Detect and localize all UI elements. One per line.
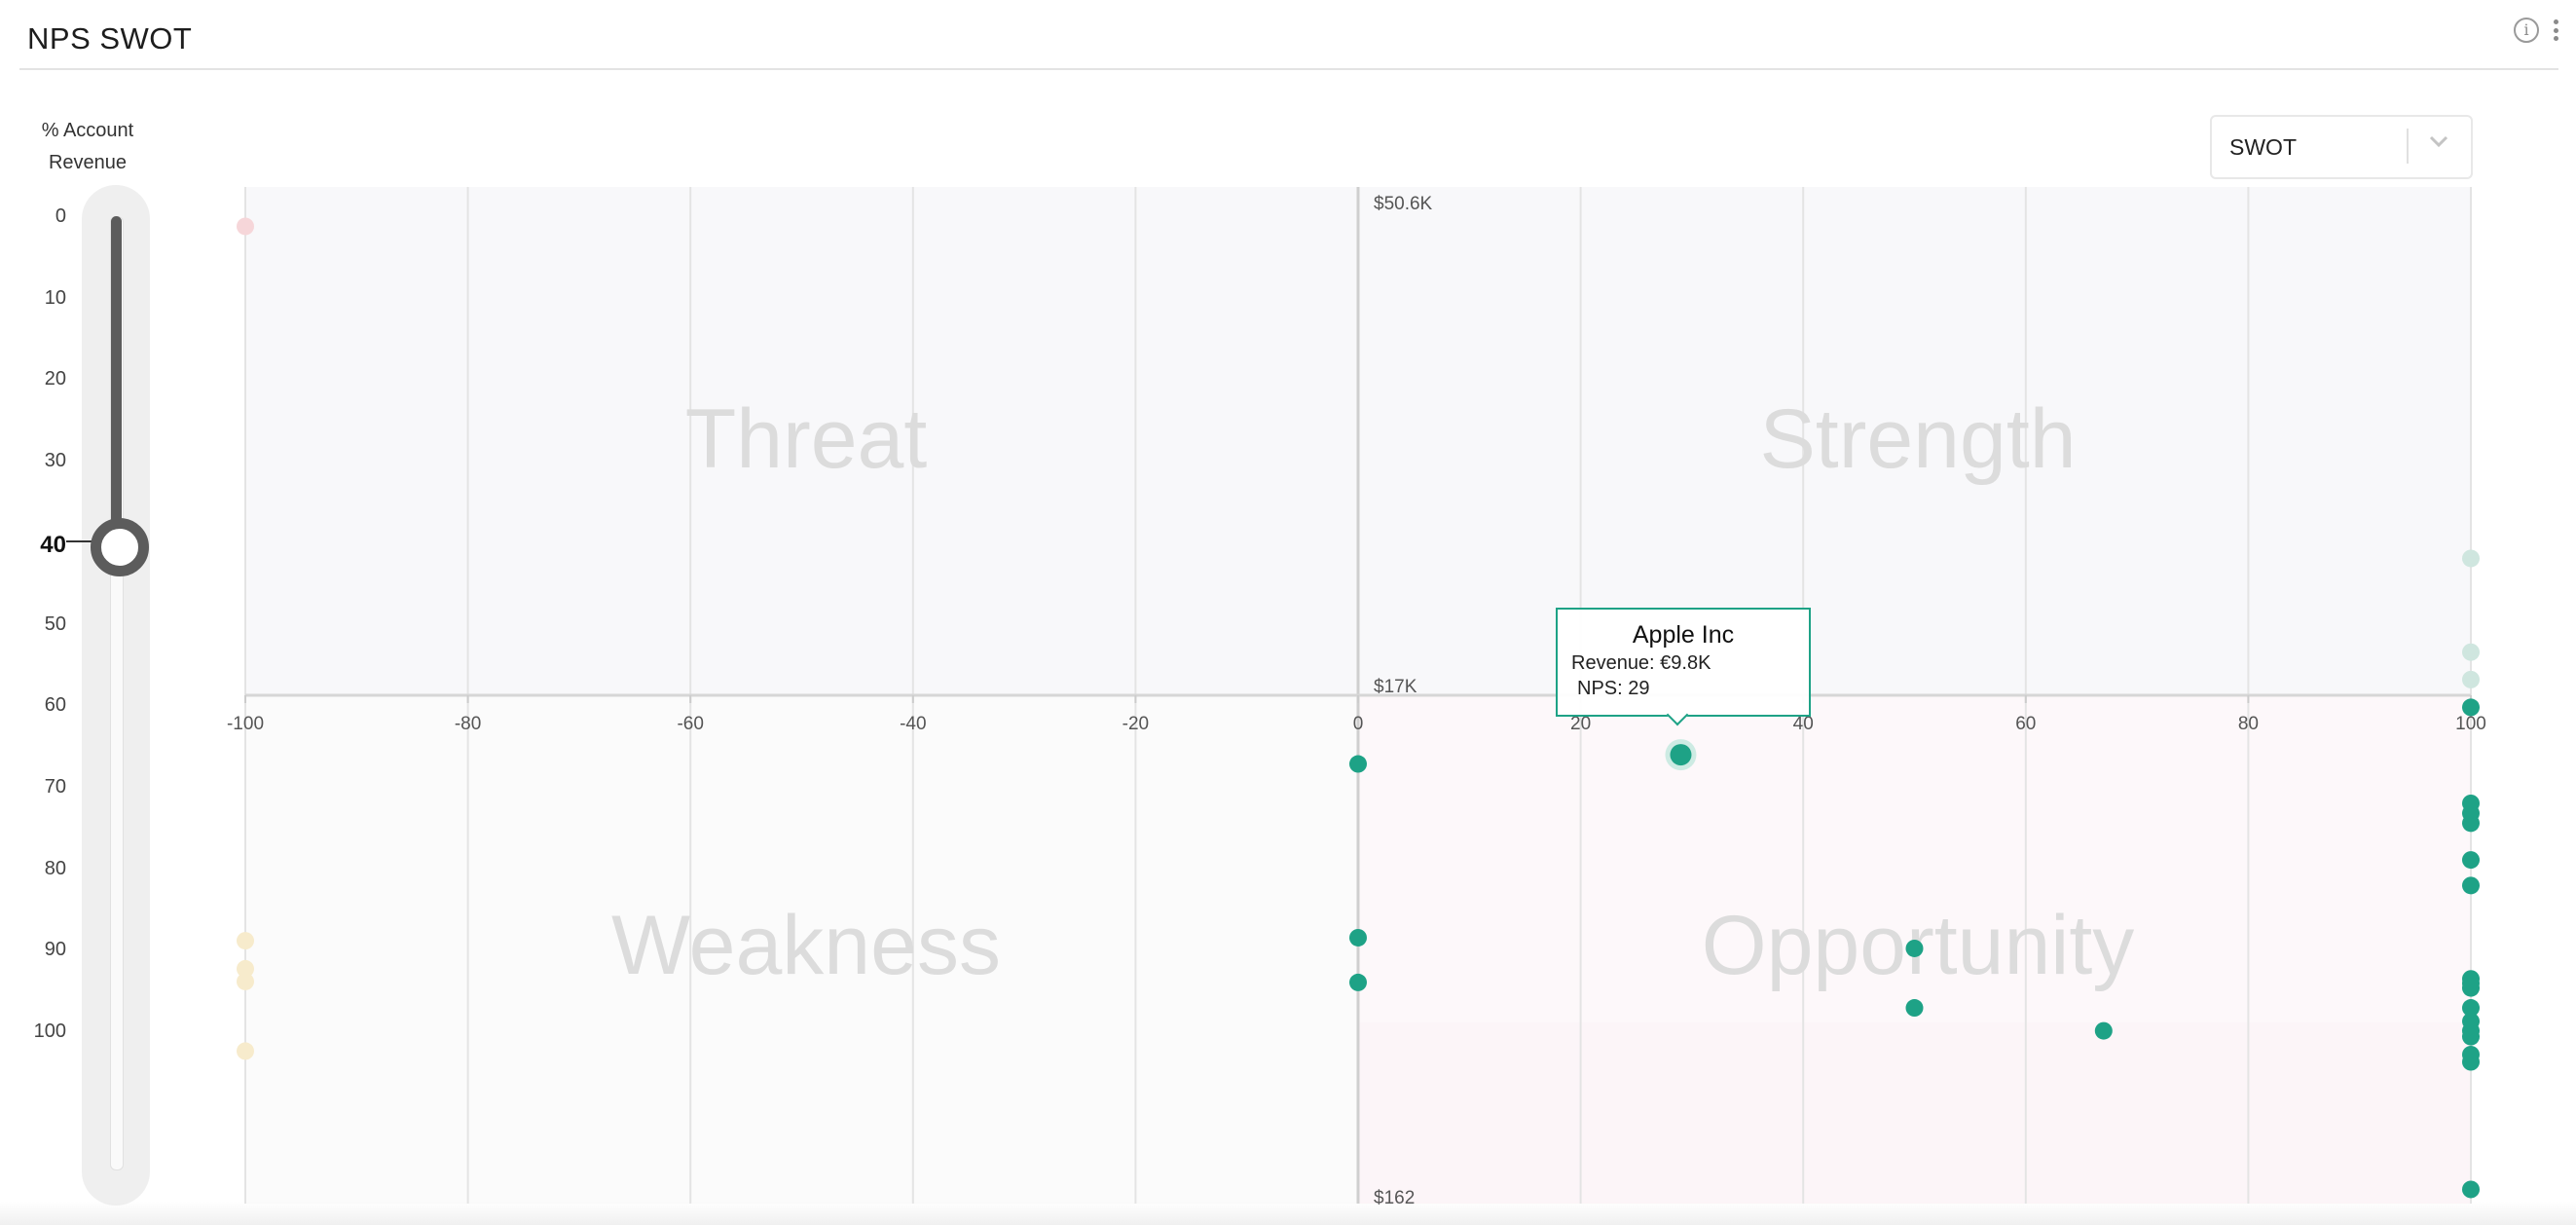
faded-point [237, 959, 254, 978]
quadrant-label-weakness: Weakness [611, 899, 1001, 992]
x-tick-label: 100 [2455, 714, 2486, 734]
data-point [2462, 851, 2480, 870]
data-point [2462, 1053, 2480, 1071]
tooltip-title: Apple Inc [1632, 621, 1735, 649]
slider-title-line2: Revenue [48, 152, 128, 173]
slider-tick-30: 30 [44, 450, 66, 472]
faded-point [237, 217, 254, 236]
x-tick-label: 20 [1570, 714, 1591, 734]
page-title: NPS SWOT [27, 21, 193, 56]
weakness-quadrant-bg [245, 695, 1358, 1204]
data-point [1349, 928, 1367, 947]
slider-tick-60: 60 [44, 694, 66, 717]
kebab-menu-icon[interactable] [2553, 19, 2558, 41]
x-tick-label: -40 [900, 714, 926, 734]
slider-tick-40: 40 [40, 531, 66, 558]
x-tick-label: 40 [1793, 714, 1814, 734]
slider-title-line1: % Account [41, 120, 134, 141]
view-select-value: SWOT [2229, 134, 2297, 160]
header-actions: i [2514, 18, 2558, 43]
point-tooltip: Apple Inc Revenue: €9.8K NPS: 29 [1556, 608, 1811, 726]
x-tick-label: -60 [677, 714, 703, 734]
faded-point [237, 932, 254, 950]
tooltip-nps: NPS: 29 [1577, 678, 1650, 699]
slider-tick-90: 90 [44, 939, 66, 961]
header-bar: NPS SWOT i [19, 0, 2558, 70]
slider-tick-70: 70 [44, 775, 66, 798]
quadrant-label-threat: Threat [685, 392, 928, 486]
chevron-down-icon[interactable] [2428, 130, 2449, 152]
x-tick-label: -100 [227, 714, 264, 734]
y-tick-top: $50.6K [1374, 194, 1433, 214]
slider-fill [111, 216, 122, 543]
dropdown-separator [2407, 129, 2409, 164]
data-point [2462, 1027, 2480, 1046]
x-tick-label: 0 [1353, 714, 1364, 734]
data-point [2462, 814, 2480, 833]
view-select-dropdown[interactable]: SWOT [2210, 115, 2473, 179]
faded-point [2462, 643, 2480, 661]
data-point [2462, 1180, 2480, 1199]
faded-point [2462, 549, 2480, 568]
highlighted-point [1670, 744, 1692, 766]
faded-point [237, 972, 254, 990]
data-point [1905, 999, 1924, 1018]
data-point [2462, 698, 2480, 717]
slider-tick-50: 50 [44, 612, 66, 635]
x-tick-label: -80 [455, 714, 481, 734]
slider-handle[interactable] [91, 518, 149, 576]
opportunity-quadrant-shade [1358, 1022, 2471, 1204]
data-point [2462, 876, 2480, 895]
faded-point [2462, 670, 2480, 688]
tooltip-revenue: Revenue: €9.8K [1571, 652, 1711, 674]
bottom-fade [0, 1202, 2576, 1225]
slider-title: % Account Revenue [18, 115, 158, 179]
slider-tick-0: 0 [55, 205, 66, 227]
x-tick-label: -20 [1122, 714, 1149, 734]
data-point [2462, 979, 2480, 997]
data-point [2462, 999, 2480, 1018]
data-point [2094, 1021, 2113, 1040]
slider-tick-80: 80 [44, 857, 66, 879]
x-tick-label: 60 [2015, 714, 2036, 734]
y-tick-mid: $17K [1374, 677, 1417, 697]
slider-tick-10: 10 [44, 286, 66, 309]
data-point [1905, 939, 1924, 957]
slider-tick-100: 100 [33, 1021, 66, 1042]
x-tick-label: 80 [2238, 714, 2259, 734]
quadrant-label-strength: Strength [1759, 392, 2076, 486]
slider-tick-20: 20 [44, 368, 66, 390]
slider-value-leader [66, 540, 93, 542]
faded-point [237, 1042, 254, 1060]
data-point [1349, 973, 1367, 991]
data-point [1349, 755, 1367, 773]
info-icon[interactable]: i [2514, 18, 2539, 43]
